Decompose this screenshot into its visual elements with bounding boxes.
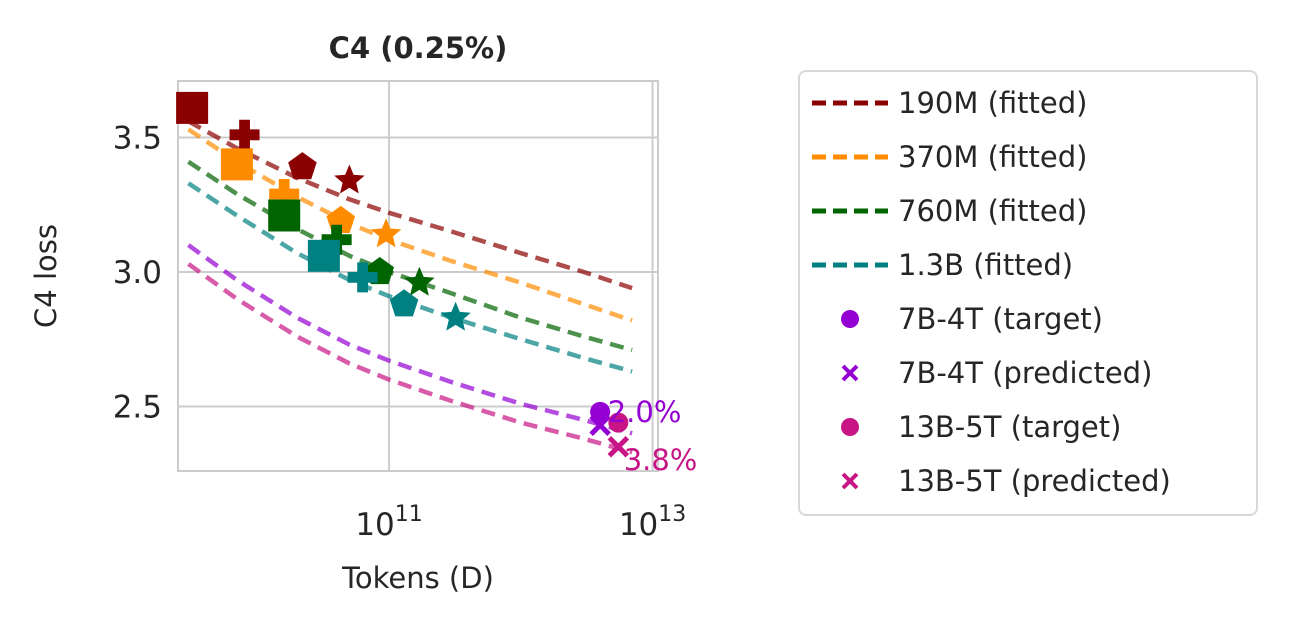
legend-item-13b-target: 13B-5T (target) <box>810 407 1121 447</box>
chart-title: C4 (0.25%) <box>329 31 508 65</box>
legend-swatch-circle <box>810 299 890 339</box>
observed-point-plus-1 <box>229 119 260 150</box>
observed-point-star-11 <box>404 266 435 296</box>
observed-point-star-15 <box>440 301 471 331</box>
x-axis-label: Tokens (D) <box>341 561 494 595</box>
fitted-curve-3 <box>187 181 633 374</box>
legend-swatch-x-marker <box>810 461 890 501</box>
legend-swatch-dashed-line <box>810 191 890 231</box>
fitted-curves <box>187 119 633 455</box>
y-tick-label: 3.5 <box>113 120 162 156</box>
target-point-x-1 <box>589 414 611 437</box>
x-tick-label: 1011 <box>355 502 422 543</box>
observed-point-plus-9 <box>321 224 352 255</box>
observed-point-plus-5 <box>269 178 300 209</box>
observed-point-star-7 <box>370 218 402 248</box>
x-tick-label: 1013 <box>619 502 686 543</box>
plot-frame <box>177 80 659 472</box>
fitted-curve-0 <box>187 119 633 291</box>
legend-swatch-circle <box>810 407 890 447</box>
legend-label: 13B-5T (target) <box>898 410 1122 444</box>
legend-item-1-3b: 1.3B (fitted) <box>810 245 1073 285</box>
fitted-curve-5 <box>187 262 633 455</box>
legend-label: 13B-5T (predicted) <box>898 464 1171 498</box>
annotations: 2.0% 3.8% <box>608 395 698 477</box>
legend-label: 7B-4T (predicted) <box>898 356 1153 390</box>
observed-point-square-0 <box>176 91 209 124</box>
observed-point-pentagon-2 <box>288 152 317 180</box>
observed-point-square-4 <box>220 148 253 181</box>
observed-point-square-12 <box>307 239 340 272</box>
legend-swatch-dashed-line <box>810 83 890 123</box>
legend-item-7b-predicted: 7B-4T (predicted) <box>810 353 1152 393</box>
y-tick-label: 2.5 <box>113 389 162 425</box>
legend-item-7b-target: 7B-4T (target) <box>810 299 1103 339</box>
legend-item-760m: 760M (fitted) <box>810 191 1087 231</box>
tick-labels: 2.5 3.0 3.5 1011 1013 <box>113 120 687 543</box>
legend-label: 1.3B (fitted) <box>898 248 1074 282</box>
target-point-circle-2 <box>608 412 629 433</box>
legend-swatch-dashed-line <box>810 137 890 177</box>
fitted-curve-2 <box>187 159 633 353</box>
target-point-x-3 <box>607 436 630 458</box>
legend-label: 760M (fitted) <box>898 194 1088 228</box>
y-axis-label: C4 loss <box>29 224 63 328</box>
legend-item-370m: 370M (fitted) <box>810 137 1087 177</box>
legend-item-13b-predicted: 13B-5T (predicted) <box>810 461 1171 501</box>
observed-point-plus-13 <box>347 262 378 293</box>
observed-point-square-8 <box>268 199 301 232</box>
legend-label: 7B-4T (target) <box>898 302 1103 336</box>
y-tick-label: 3.0 <box>113 255 162 291</box>
observed-points <box>176 91 471 331</box>
observed-point-pentagon-14 <box>389 289 419 317</box>
fitted-curve-4 <box>187 243 633 436</box>
legend-swatch-dashed-line <box>810 245 890 285</box>
legend-label: 190M (fitted) <box>898 86 1088 120</box>
observed-point-star-3 <box>334 164 365 194</box>
legend-label: 370M (fitted) <box>898 140 1088 174</box>
target-points <box>589 401 630 458</box>
annotation-0: 2.0% <box>608 395 682 429</box>
annotation-1: 3.8% <box>624 443 698 477</box>
legend-item-190m: 190M (fitted) <box>810 83 1087 123</box>
legend: 190M (fitted) 370M (fitted) 760M (fitted… <box>798 70 1258 516</box>
legend-swatch-x-marker <box>810 353 890 393</box>
